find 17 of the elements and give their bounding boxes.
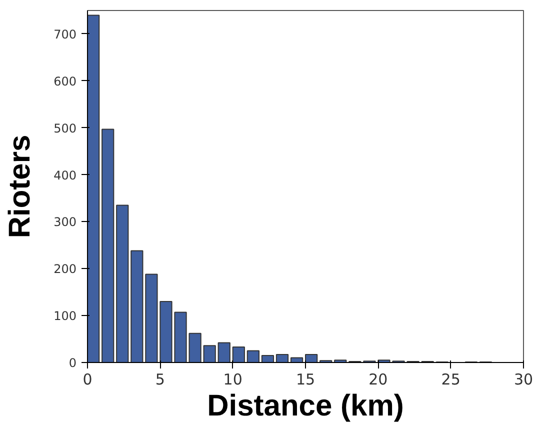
y-tick-label: 500 (54, 121, 76, 136)
y-tick-label: 600 (54, 74, 76, 88)
y-axis-title: Rioters (4, 134, 37, 238)
y-tick-label: 100 (54, 309, 76, 324)
x-tick-label: 25 (441, 370, 460, 388)
x-tick-label: 0 (82, 370, 92, 388)
x-tick-label: 5 (155, 370, 165, 388)
y-tick-label: 0 (68, 356, 77, 370)
y-tick-label: 400 (54, 168, 76, 182)
x-axis-title: Distance (km) (207, 390, 404, 422)
x-tick-label: 15 (296, 370, 316, 388)
x-tick-label: 20 (368, 370, 388, 388)
y-tick-label: 300 (54, 215, 76, 230)
y-tick-label: 700 (54, 27, 76, 42)
x-tick-label: 10 (223, 370, 242, 388)
y-tick-label: 200 (54, 262, 76, 276)
x-tick-label: 30 (514, 370, 534, 388)
